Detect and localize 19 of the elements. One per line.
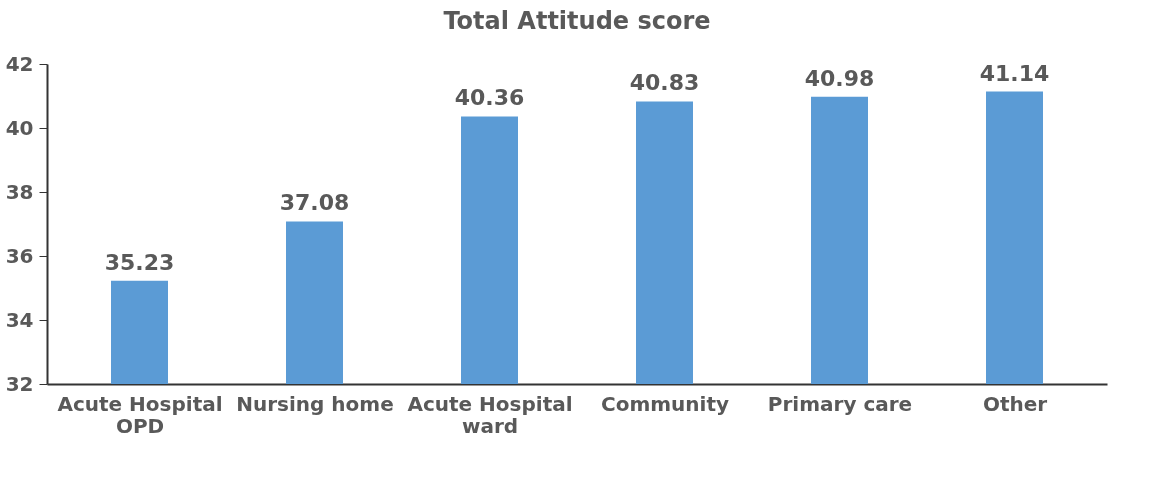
x-tick-label: Primary care <box>767 391 913 416</box>
chart-title: Total Attitude score <box>443 7 711 35</box>
y-tick-label: 42 <box>5 51 34 76</box>
data-label: 35.23 <box>104 249 175 275</box>
x-tick-label: Community <box>600 391 730 416</box>
y-tick-label: 36 <box>5 243 34 268</box>
data-label: 41.14 <box>979 60 1050 86</box>
y-tick-label: 34 <box>5 307 34 332</box>
data-label: 40.83 <box>629 70 700 96</box>
x-tick-label: Acute Hospital OPD <box>57 391 223 438</box>
data-label: 40.36 <box>454 85 525 111</box>
data-label: 37.08 <box>279 190 350 216</box>
y-tick-label: 38 <box>5 179 34 204</box>
x-tick-label: Nursing home <box>236 391 394 416</box>
y-tick-label: 40 <box>5 115 34 140</box>
x-tick-label: Other <box>982 391 1048 416</box>
data-label: 40.98 <box>804 65 875 91</box>
x-tick-label: Acute Hospital ward <box>407 391 573 438</box>
y-tick-label: 32 <box>5 371 34 396</box>
